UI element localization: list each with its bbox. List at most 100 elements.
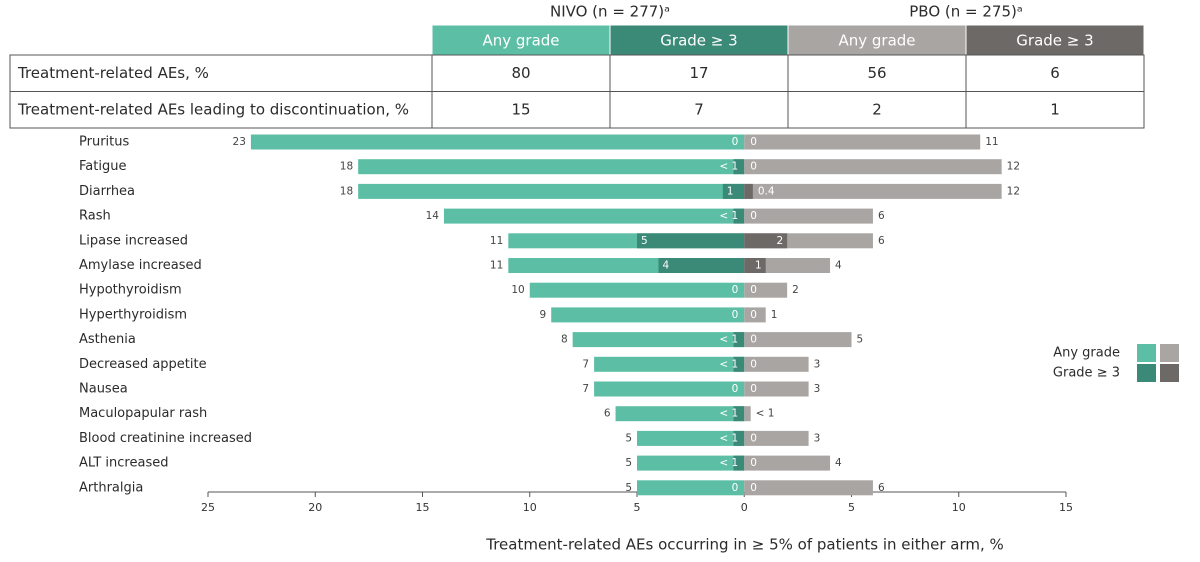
any-grade-bar [529, 282, 745, 298]
grade3-bar [733, 356, 745, 372]
table-value: 56 [867, 64, 886, 82]
header-label: Any grade [482, 32, 559, 50]
category-label: ALT increased [79, 456, 168, 471]
value-label: 0 [750, 161, 757, 173]
value-label: 10 [511, 284, 524, 296]
value-label: 3 [814, 358, 821, 370]
category-label: Hyperthyroidism [79, 307, 187, 322]
x-tick-label: 15 [1059, 501, 1073, 514]
value-label: 0 [750, 334, 757, 346]
value-label: 6 [878, 210, 885, 222]
header-label: Any grade [838, 32, 915, 50]
value-label: 6 [878, 235, 885, 247]
category-label: Pruritus [79, 135, 129, 150]
category-label: Fatigue [79, 159, 126, 174]
any-grade-bar [358, 183, 745, 199]
value-label: 0 [750, 457, 757, 469]
header-label: Grade ≥ 3 [1016, 32, 1093, 50]
any-grade-bar [250, 134, 745, 150]
any-grade-bar [744, 282, 788, 298]
value-label: 0 [750, 309, 757, 321]
value-label: 0 [732, 284, 739, 296]
legend-label: Grade ≥ 3 [1053, 366, 1120, 381]
value-label: 14 [426, 210, 440, 222]
value-label: 6 [878, 482, 885, 494]
value-label: 5 [625, 432, 632, 444]
value-label: < 1 [719, 358, 738, 370]
category-label: Amylase increased [79, 258, 202, 273]
any-grade-bar [744, 332, 852, 348]
category-label: Arthralgia [79, 480, 143, 495]
legend-swatch [1137, 364, 1156, 382]
grade3-bar [658, 258, 745, 273]
category-label: Asthenia [79, 332, 136, 347]
value-label: 3 [814, 383, 821, 395]
value-label: 1 [727, 185, 734, 197]
value-label: 0 [732, 309, 739, 321]
value-label: 0 [750, 358, 757, 370]
grade3-bar [744, 258, 766, 273]
value-label: < 1 [756, 408, 775, 420]
table-value: 1 [1050, 101, 1060, 119]
value-label: 5 [625, 457, 632, 469]
row-label: Treatment-related AEs leading to discont… [17, 101, 409, 119]
value-label: 12 [1007, 161, 1020, 173]
value-label: 4 [835, 260, 842, 272]
value-label: 8 [561, 334, 568, 346]
value-label: 9 [540, 309, 547, 321]
category-label: Lipase increased [79, 233, 188, 248]
value-label: 4 [835, 457, 842, 469]
value-label: 4 [662, 260, 669, 272]
header-label: Grade ≥ 3 [660, 32, 737, 50]
any-grade-bar [744, 159, 1002, 175]
value-label: 0 [750, 210, 757, 222]
grade3-bar [733, 406, 745, 422]
legend-label: Any grade [1053, 346, 1120, 361]
legend-swatch [1160, 364, 1179, 382]
any-grade-bar [594, 381, 745, 397]
any-grade-bar [572, 332, 745, 348]
value-label: < 1 [719, 408, 738, 420]
value-label: < 1 [719, 334, 738, 346]
grade3-bar [637, 233, 745, 249]
value-label: 0 [750, 432, 757, 444]
any-grade-bar [744, 307, 766, 323]
any-grade-bar [744, 183, 1002, 199]
legend-swatch [1137, 344, 1156, 362]
grade3-bar [722, 183, 745, 199]
value-label: 0 [750, 482, 757, 494]
any-grade-bar [744, 381, 809, 397]
table-value: 6 [1050, 64, 1060, 82]
category-label: Hypothyroidism [79, 283, 182, 298]
value-label: 11 [490, 235, 503, 247]
value-label: < 1 [719, 457, 738, 469]
any-grade-bar [744, 208, 873, 224]
x-tick-label: 0 [741, 501, 748, 514]
x-tick-label: 5 [634, 501, 641, 514]
category-label: Blood creatinine increased [79, 431, 252, 446]
grade3-bar [733, 332, 745, 348]
grade3-bar [744, 233, 788, 249]
value-label: 0 [750, 284, 757, 296]
table-value: 17 [689, 64, 708, 82]
category-label: Nausea [79, 382, 128, 397]
value-label: 5 [625, 482, 632, 494]
value-label: 0 [750, 383, 757, 395]
x-tick-label: 10 [523, 501, 537, 514]
any-grade-bar [637, 455, 745, 471]
value-label: 3 [814, 432, 821, 444]
row-label: Treatment-related AEs, % [17, 64, 209, 82]
value-label: < 1 [719, 432, 738, 444]
value-label: 1 [755, 260, 762, 272]
value-label: 0 [732, 482, 739, 494]
x-axis-title: Treatment-related AEs occurring in ≥ 5% … [485, 536, 1004, 554]
any-grade-bar [637, 480, 745, 496]
value-label: < 1 [719, 161, 738, 173]
table-value: 80 [511, 64, 530, 82]
value-label: < 1 [719, 210, 738, 222]
value-label: 12 [1007, 185, 1020, 197]
value-label: 0 [732, 136, 739, 148]
any-grade-bar [551, 307, 745, 323]
